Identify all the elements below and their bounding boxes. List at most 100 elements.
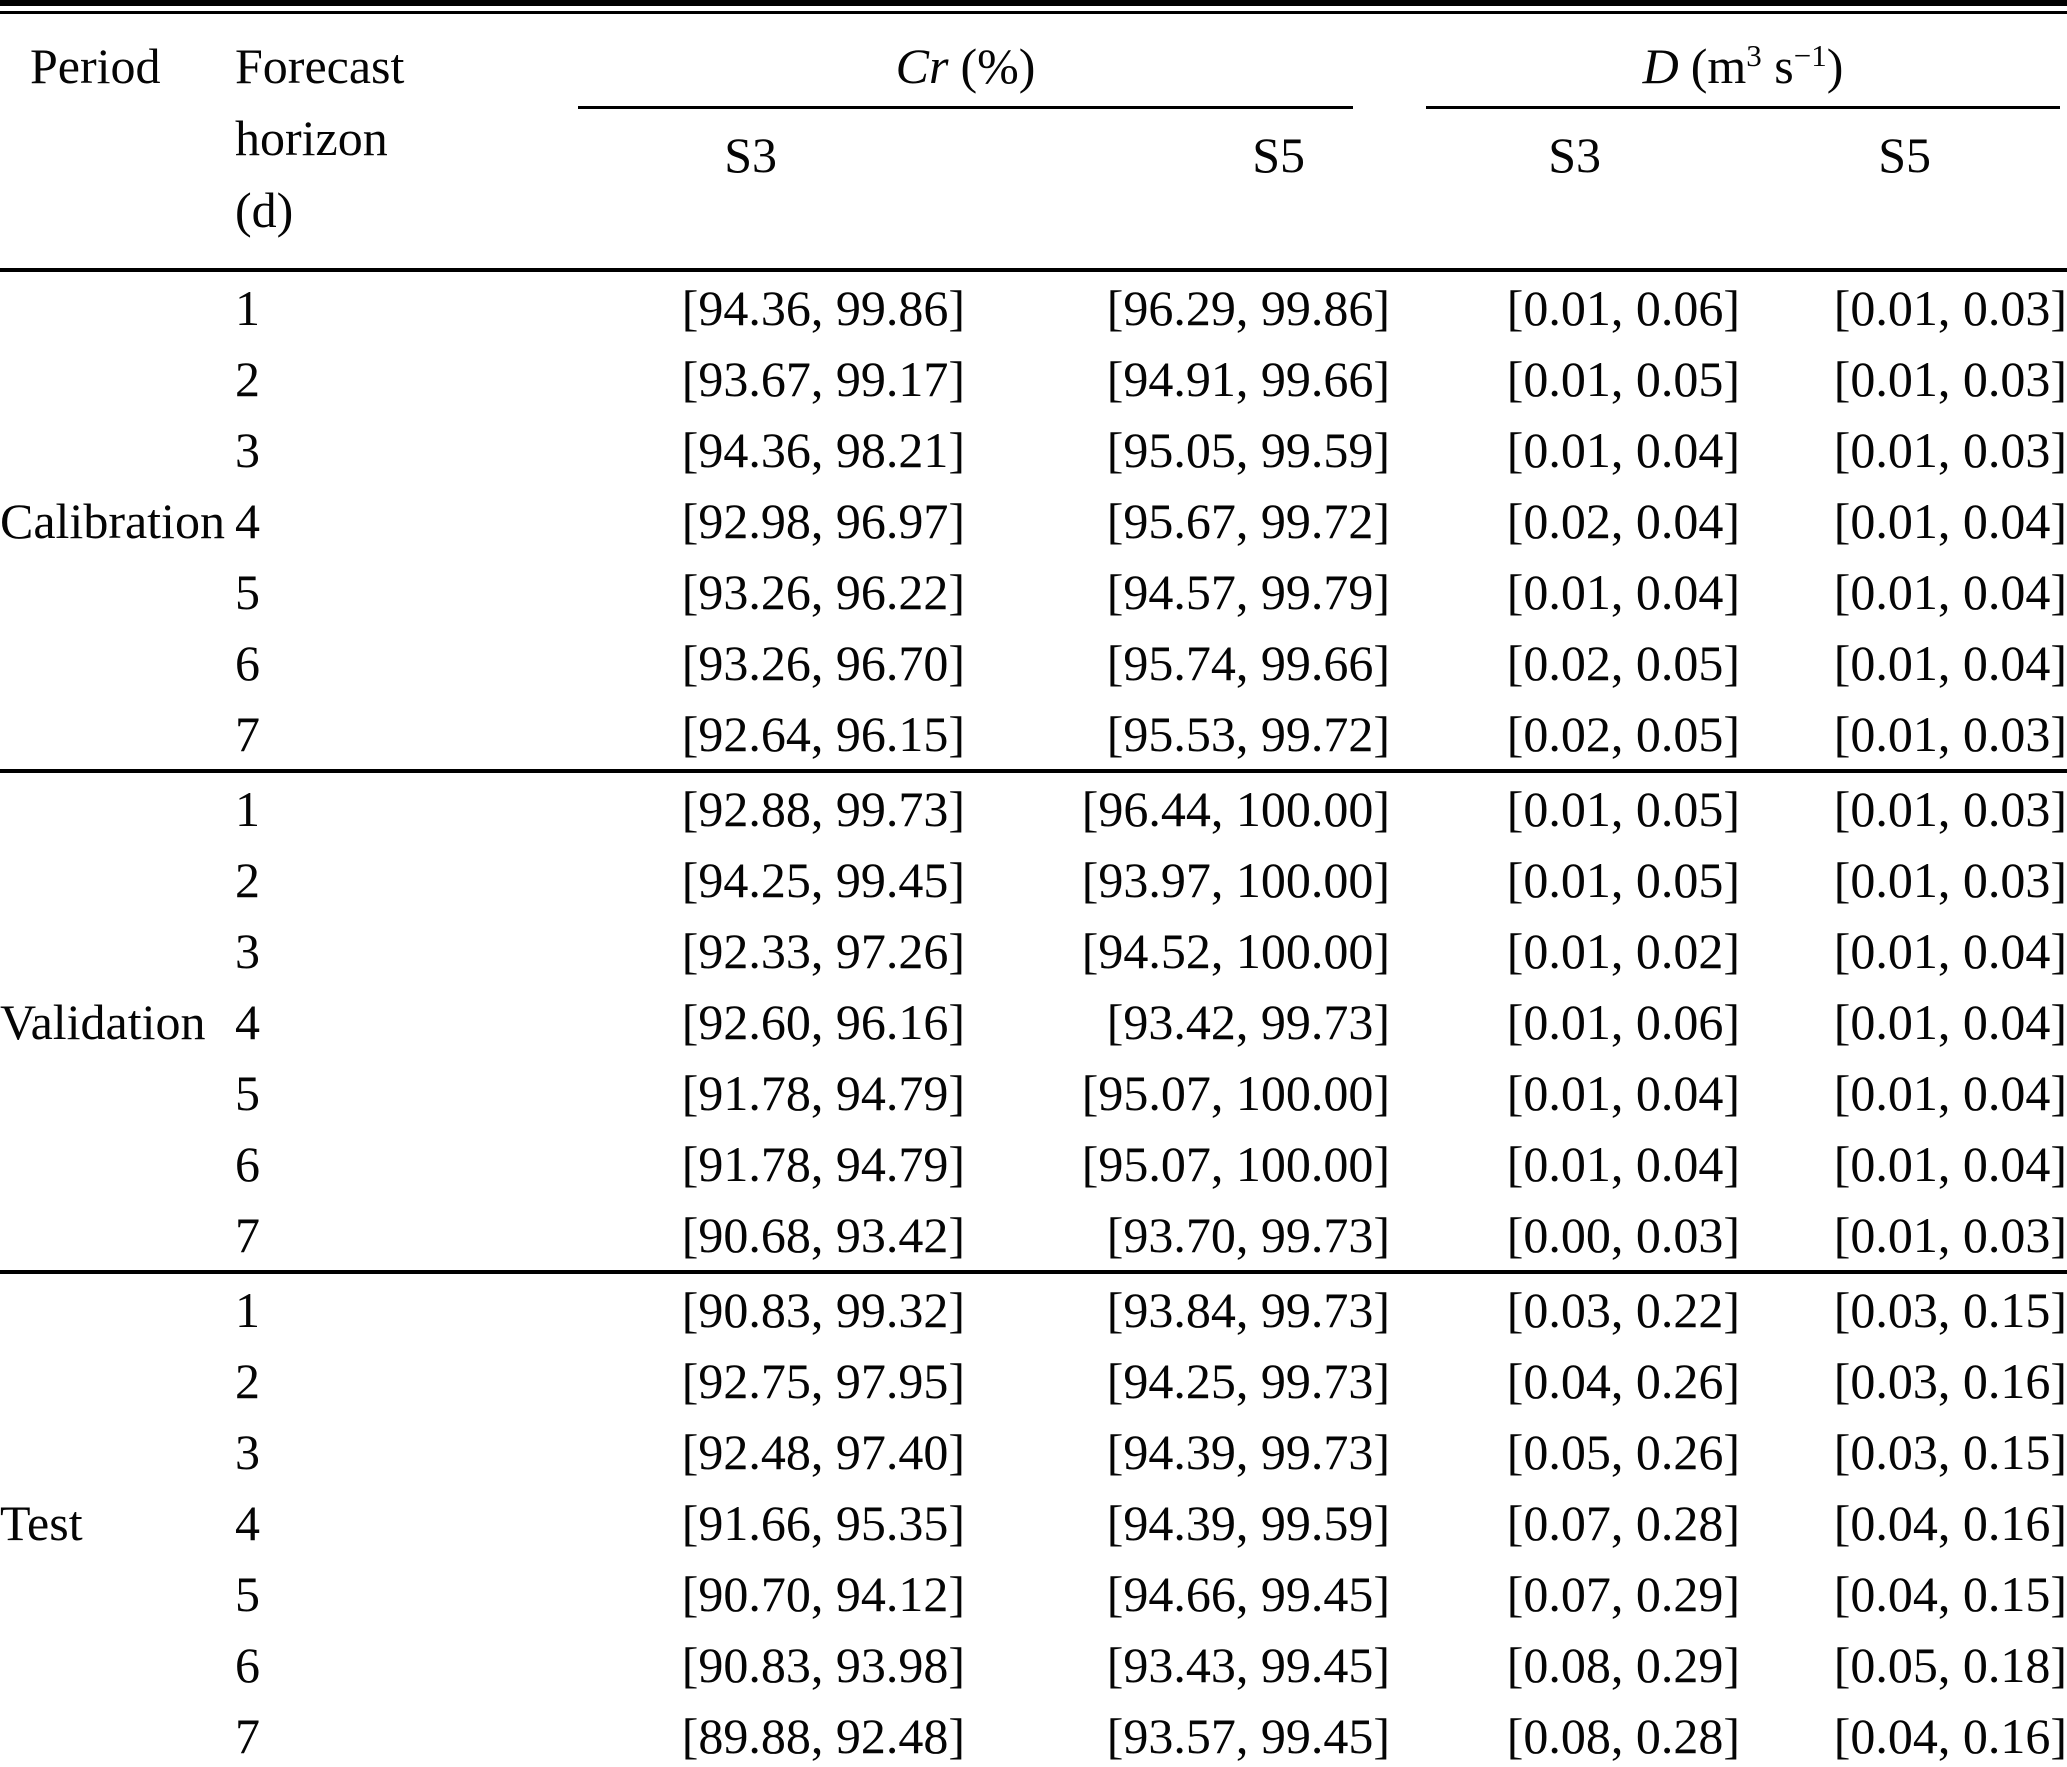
table-row: 2 [92.75, 97.95] [94.25, 99.73] [0.04, 0.26… xyxy=(0,1345,2067,1416)
d-s5-value: [0.01, 0.04] xyxy=(1833,563,2067,620)
cr-group-label: Cr (%) xyxy=(578,14,1354,109)
cr-s3-value: [91.78, 94.79] xyxy=(681,1135,965,1192)
d-s3-value: [0.01, 0.02] xyxy=(1506,922,1741,979)
horizon-value: 4 xyxy=(235,993,260,1050)
cr-s3-value: [92.88, 99.73] xyxy=(681,780,965,837)
cr-s5-value: [95.67, 99.72] xyxy=(1106,492,1391,549)
cr-s5-value: [95.07, 100.00] xyxy=(1081,1064,1391,1121)
d-s3-value: [0.01, 0.04] xyxy=(1506,421,1741,478)
d-s3-value: [0.02, 0.05] xyxy=(1506,634,1741,691)
cr-s5-value: [95.53, 99.72] xyxy=(1106,705,1391,762)
d-s3-value: [0.01, 0.05] xyxy=(1506,350,1741,407)
forecast-header-line2: horizon xyxy=(235,110,388,166)
table-row: 3 [94.36, 98.21] [95.05, 99.59] [0.01, 0.04… xyxy=(0,414,2067,485)
cr-s5-value: [93.84, 99.73] xyxy=(1106,1281,1391,1338)
horizon-value: 7 xyxy=(235,1206,260,1263)
cr-s3-value: [94.36, 98.21] xyxy=(681,421,965,478)
horizon-value: 6 xyxy=(235,1135,260,1192)
section-calibration: Calibration 1 [94.36, 99.86] [96.29, 99.86]… xyxy=(0,270,2067,771)
forecast-header-line3: (d) xyxy=(235,182,294,238)
horizon-value: 2 xyxy=(235,851,260,908)
d-unit-open: (m xyxy=(1690,38,1747,94)
horizon-value: 1 xyxy=(235,780,260,837)
table-row: 5 [90.70, 94.12] [94.66, 99.45] [0.07, 0.29… xyxy=(0,1558,2067,1629)
d-s5-value: [0.04, 0.16] xyxy=(1833,1494,2067,1551)
table-row: Test 1 [90.83, 99.32] [93.84, 99.73] [0.03, … xyxy=(0,1272,2067,1551)
d-s5-value: [0.01, 0.03] xyxy=(1833,705,2067,762)
cr-s3-value: [90.83, 93.98] xyxy=(681,1636,965,1693)
d-s5-value: [0.01, 0.04] xyxy=(1833,492,2067,549)
table-row: 6 [91.78, 94.79] [95.07, 100.00] [0.01, 0.0… xyxy=(0,1128,2067,1199)
d-unit-mid: s xyxy=(1761,38,1794,94)
cr-s3-column-header: S3 xyxy=(724,127,777,183)
table-row: 4 [92.60, 96.16] [93.42, 99.73] [0.01, 0.06… xyxy=(0,986,2067,1057)
cr-s3-value: [94.25, 99.45] xyxy=(681,851,965,908)
cr-s3-value: [93.26, 96.22] xyxy=(681,563,965,620)
d-s5-column-header: S5 xyxy=(1878,127,1932,183)
d-s3-value: [0.07, 0.28] xyxy=(1506,1494,1741,1551)
d-s5-value: [0.01, 0.04] xyxy=(1833,993,2067,1050)
horizon-value: 5 xyxy=(235,1064,260,1121)
d-s5-value: [0.04, 0.16] xyxy=(1833,1707,2067,1764)
d-s3-value: [0.01, 0.06] xyxy=(1506,279,1741,336)
d-s5-value: [0.03, 0.16] xyxy=(1833,1352,2067,1409)
horizon-value: 3 xyxy=(235,421,260,478)
horizon-value: 5 xyxy=(235,1565,260,1622)
d-s3-value: [0.05, 0.26] xyxy=(1506,1423,1741,1480)
cr-s3-value: [92.75, 97.95] xyxy=(681,1352,965,1409)
cr-s5-value: [94.52, 100.00] xyxy=(1081,922,1391,979)
d-s5-value: [0.05, 0.18] xyxy=(1833,1636,2067,1693)
cr-s5-value: [96.29, 99.86] xyxy=(1106,279,1391,336)
table-row: 3 [92.48, 97.40] [94.39, 99.73] [0.05, 0.26… xyxy=(0,1416,2067,1487)
d-s5-value: [0.01, 0.04] xyxy=(1833,922,2067,979)
table-row: 6 [90.83, 93.98] [93.43, 99.45] [0.08, 0.29… xyxy=(0,1629,2067,1700)
cr-s3-value: [90.83, 99.32] xyxy=(681,1281,965,1338)
cr-s5-value: [94.57, 99.79] xyxy=(1106,563,1391,620)
cr-s5-value: [93.42, 99.73] xyxy=(1106,993,1391,1050)
horizon-value: 4 xyxy=(235,1494,260,1551)
cr-s5-value: [94.91, 99.66] xyxy=(1106,350,1391,407)
d-s3-value: [0.01, 0.05] xyxy=(1506,851,1741,908)
d-s3-value: [0.01, 0.04] xyxy=(1506,1064,1741,1121)
horizon-value: 1 xyxy=(235,1281,260,1338)
horizon-value: 6 xyxy=(235,634,260,691)
period-label: Calibration xyxy=(0,492,225,549)
cr-s3-value: [92.48, 97.40] xyxy=(681,1423,965,1480)
d-s3-value: [0.01, 0.04] xyxy=(1506,1135,1741,1192)
cr-s5-value: [93.43, 99.45] xyxy=(1106,1636,1391,1693)
horizon-value: 2 xyxy=(235,350,260,407)
cr-s5-value: [93.57, 99.45] xyxy=(1106,1707,1391,1764)
forecast-horizon-column-header: Forecast horizon (d) xyxy=(235,14,430,270)
d-s5-value: [0.03, 0.15] xyxy=(1833,1423,2067,1480)
cr-s3-value: [92.98, 96.97] xyxy=(681,492,965,549)
period-label: Test xyxy=(0,1494,83,1551)
cr-s5-value: [93.70, 99.73] xyxy=(1106,1206,1391,1263)
d-symbol: D xyxy=(1642,38,1679,94)
cr-s5-value: [95.74, 99.66] xyxy=(1106,634,1391,691)
section-validation: Validation 1 [92.88, 99.73] [96.44, 100.00]… xyxy=(0,771,2067,1272)
d-s3-value: [0.04, 0.26] xyxy=(1506,1352,1741,1409)
d-s5-value: [0.04, 0.15] xyxy=(1833,1565,2067,1622)
table-row: 4 [91.66, 95.35] [94.39, 99.59] [0.07, 0.28… xyxy=(0,1487,2067,1558)
cr-s3-value: [89.88, 92.48] xyxy=(681,1707,965,1764)
d-group-header: D (m3 s−1) xyxy=(1390,14,2067,109)
period-label: Validation xyxy=(0,993,206,1050)
d-s3-value: [0.03, 0.22] xyxy=(1506,1281,1741,1338)
d-s5-value: [0.01, 0.03] xyxy=(1833,851,2067,908)
d-s5-value: [0.01, 0.04] xyxy=(1833,1135,2067,1192)
table-row: 3 [92.33, 97.26] [94.52, 100.00] [0.01, 0.0… xyxy=(0,915,2067,986)
table-row: 5 [93.26, 96.22] [94.57, 99.79] [0.01, 0.04… xyxy=(0,556,2067,627)
d-s3-value: [0.08, 0.29] xyxy=(1506,1636,1741,1693)
period-column-header: Period xyxy=(30,38,161,94)
horizon-value: 1 xyxy=(235,279,260,336)
cr-s5-value: [95.07, 100.00] xyxy=(1081,1135,1391,1192)
d-group-label: D (m3 s−1) xyxy=(1426,14,2061,109)
forecast-header-line1: Forecast xyxy=(235,38,405,94)
d-s5-value: [0.01, 0.03] xyxy=(1833,421,2067,478)
d-unit-exponent-neg1: −1 xyxy=(1793,37,1827,73)
d-s5-value: [0.01, 0.04] xyxy=(1833,634,2067,691)
d-s5-value: [0.01, 0.03] xyxy=(1833,279,2067,336)
sub-header-row: S3 S5 S3 S5 xyxy=(0,109,2067,270)
d-unit-exponent-3: 3 xyxy=(1746,37,1762,73)
